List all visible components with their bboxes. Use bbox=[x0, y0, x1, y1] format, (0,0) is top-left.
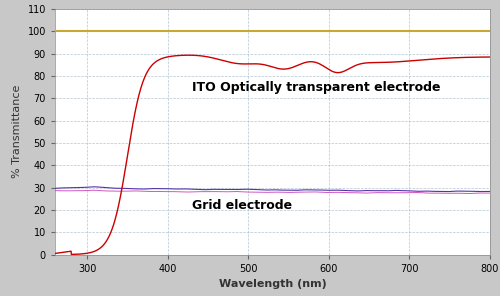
Text: ITO Optically transparent electrode: ITO Optically transparent electrode bbox=[192, 81, 440, 94]
Text: Grid electrode: Grid electrode bbox=[192, 199, 292, 212]
Y-axis label: % Transmittance: % Transmittance bbox=[12, 85, 22, 178]
X-axis label: Wavelength (nm): Wavelength (nm) bbox=[218, 279, 326, 289]
